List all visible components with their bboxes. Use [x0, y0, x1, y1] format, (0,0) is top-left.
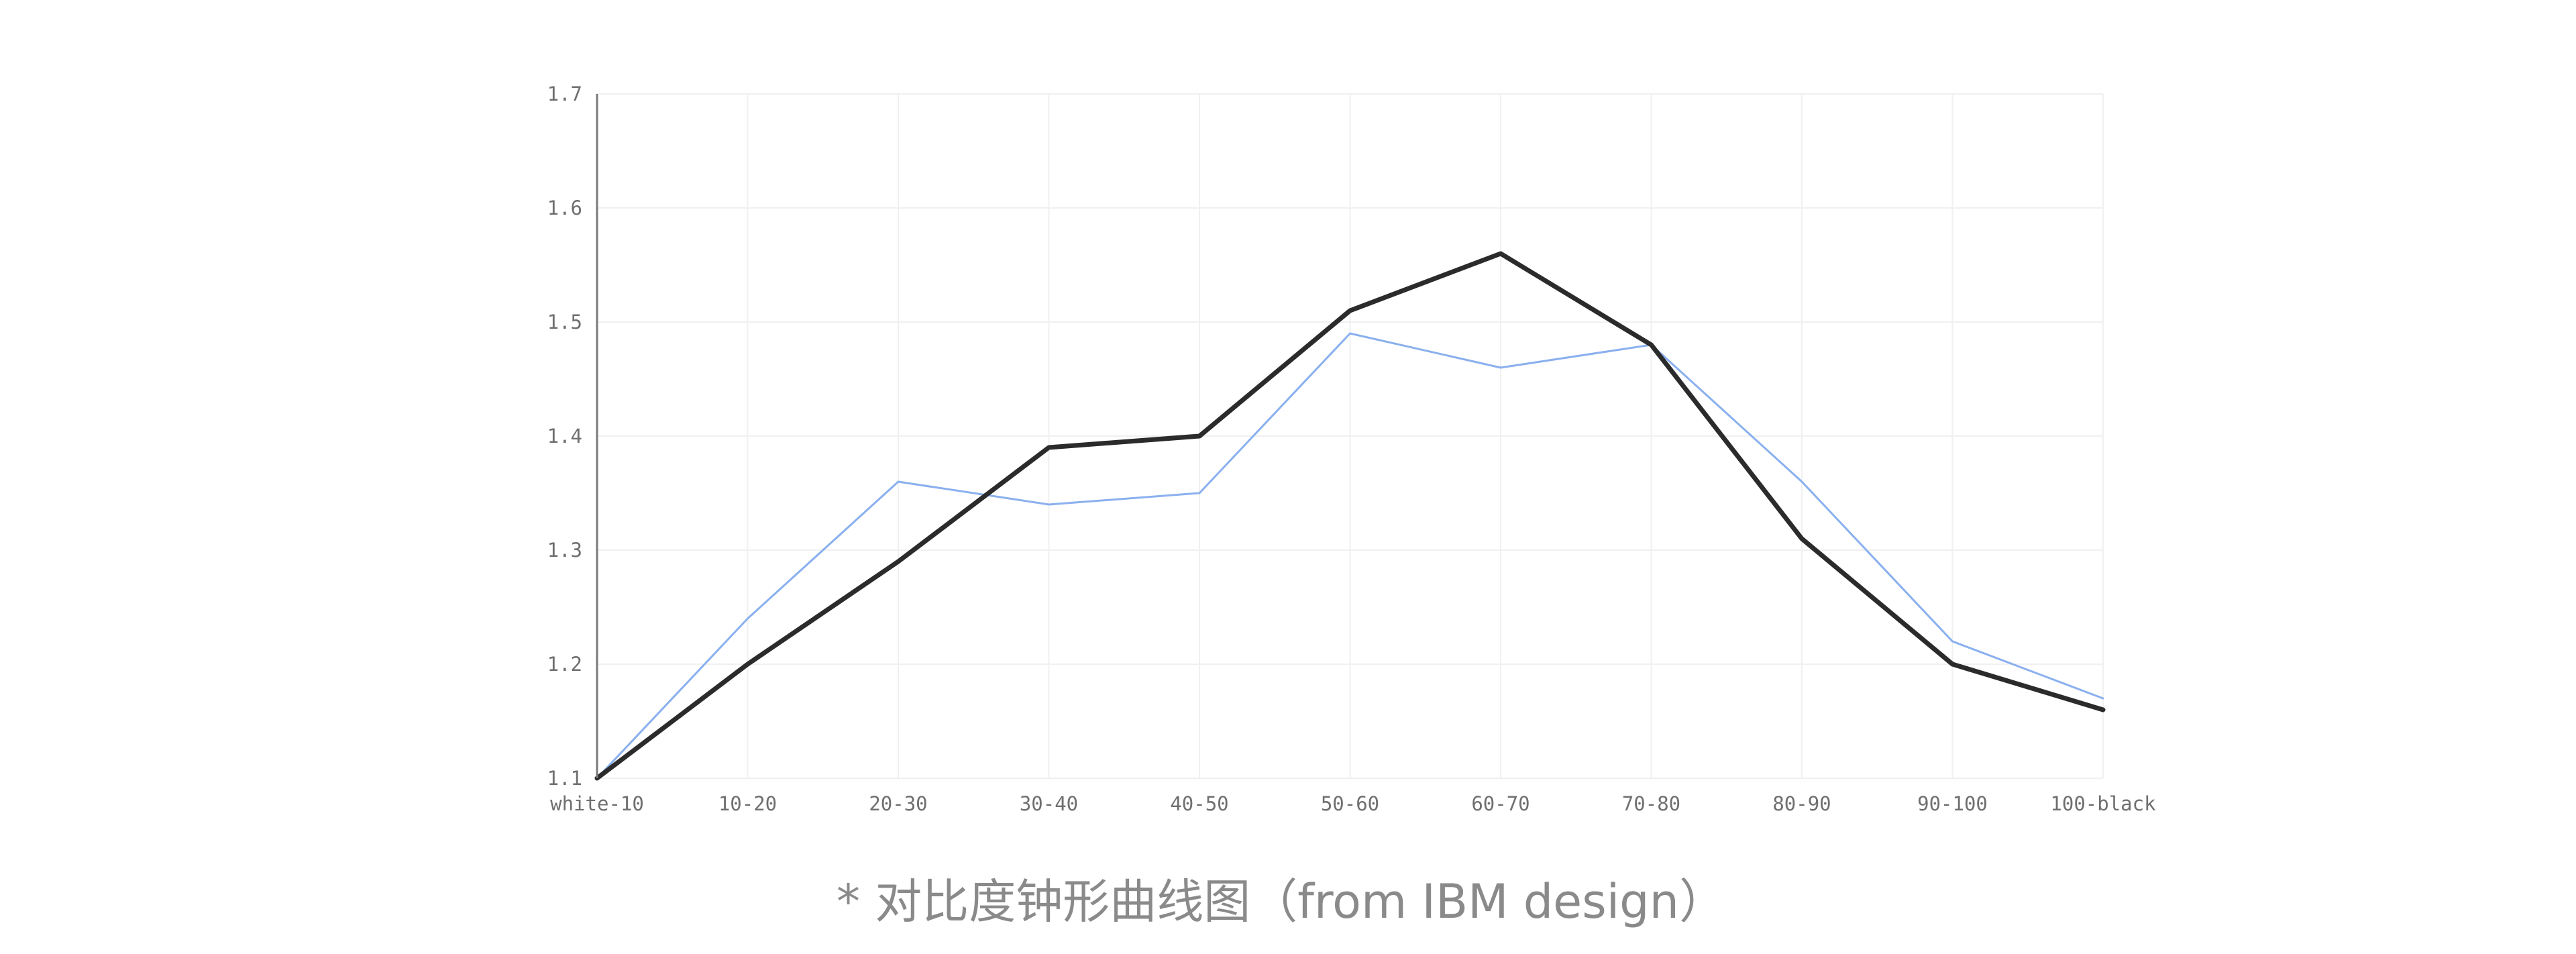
x-tick-label: 40-50: [1170, 792, 1228, 815]
series-lines: [594, 251, 2106, 781]
x-tick-label: 100-black: [2050, 792, 2156, 815]
grid: [596, 93, 2104, 779]
series-line-blue: [596, 332, 2104, 780]
y-tick-label: 1.5: [547, 311, 582, 333]
y-tick-label: 1.4: [547, 425, 582, 447]
x-tick-label: 60-70: [1471, 792, 1529, 815]
y-tick-label: 1.3: [547, 539, 582, 562]
x-tick-label: 10-20: [718, 792, 777, 815]
chart-caption: * 对比度钟形曲线图（from IBM design）: [837, 874, 1726, 929]
y-tick-label: 1.2: [547, 653, 582, 676]
x-tick-label: 30-40: [1020, 792, 1078, 815]
x-tick-label: 50-60: [1321, 792, 1379, 815]
x-tick-label: white-10: [550, 792, 644, 815]
x-tick-label: 90-100: [1917, 792, 1988, 815]
y-tick-label: 1.1: [547, 767, 582, 790]
x-tick-label: 70-80: [1622, 792, 1680, 815]
y-tick-labels: 1.1 1.2 1.3 1.4 1.5 1.6 1.7: [547, 83, 582, 790]
series-line-dark: [594, 251, 2106, 781]
x-tick-labels: white-10 10-20 20-30 30-40 40-50 50-60 60-70 70…: [550, 792, 2156, 815]
y-tick-label: 1.6: [547, 197, 582, 219]
x-tick-label: 80-90: [1772, 792, 1831, 815]
y-tick-label: 1.7: [547, 83, 582, 105]
x-tick-label: 20-30: [869, 792, 927, 815]
